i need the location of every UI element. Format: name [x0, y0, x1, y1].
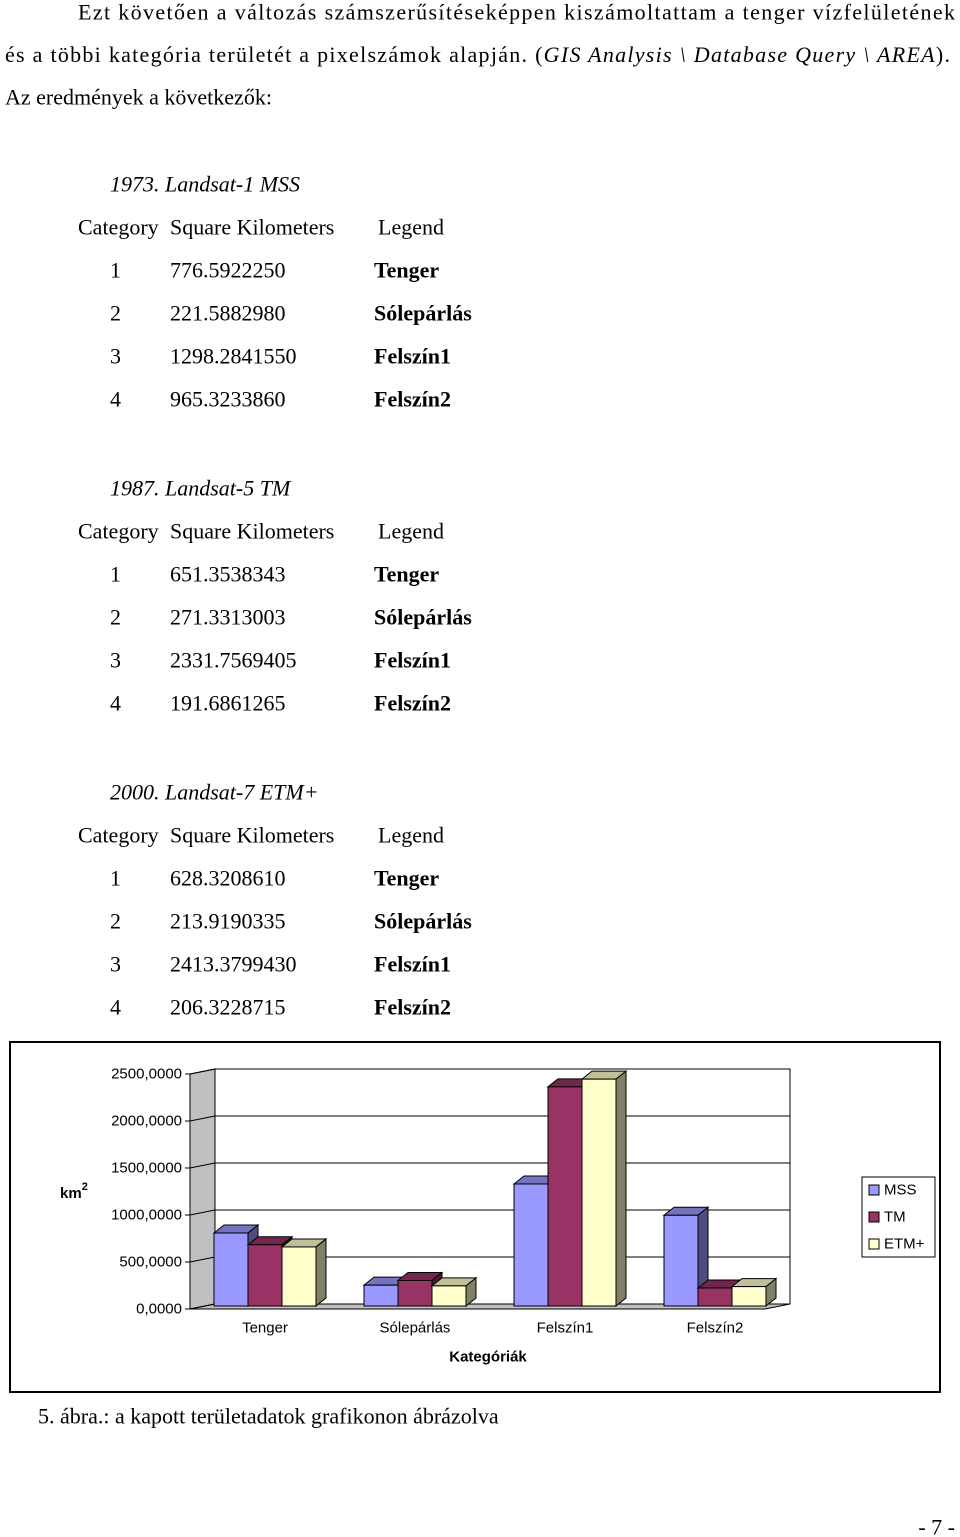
bar [281, 1246, 317, 1307]
bar [363, 1284, 399, 1307]
table-cell: 1 [110, 258, 121, 283]
y-tick-label: 1500,0000 [111, 1160, 182, 1177]
table-cell: 2 [110, 605, 121, 630]
table-cell: Felszín1 [374, 952, 451, 977]
table-cell: 2331.7569405 [170, 648, 297, 673]
caption: 5. ábra.: a kapott területadatok grafiko… [38, 1404, 499, 1429]
x-tick-label: Tenger [242, 1320, 288, 1337]
table-cell: Tenger [374, 866, 439, 891]
x-tick-label: Felszín2 [687, 1320, 744, 1337]
table-cell: Sólepárlás [374, 909, 472, 934]
table-cell: 2413.3799430 [170, 952, 297, 977]
table-cell: 2 [110, 301, 121, 326]
grid-line [189, 1256, 216, 1263]
chart-frame [9, 1041, 941, 1393]
y-tick-label: 500,0000 [119, 1254, 182, 1271]
table-header: Legend [378, 215, 444, 240]
bar [547, 1086, 583, 1307]
y-tick-label: 2500,0000 [111, 1066, 182, 1083]
legend-swatch [868, 1184, 880, 1196]
legend-swatch [868, 1211, 880, 1223]
table-cell: 3 [110, 952, 121, 977]
grid-line [189, 1303, 216, 1310]
table-cell: Felszín2 [374, 691, 451, 716]
table-title: 2000. Landsat-7 ETM+ [110, 780, 319, 805]
paragraph-line: Az eredmények a következők: [5, 85, 272, 110]
text: GIS Analysis \ Database Query \ AREA [544, 42, 935, 67]
y-axis-label: km2 [60, 1181, 88, 1202]
table-cell: 4 [110, 387, 121, 412]
table-cell: 628.3208610 [170, 866, 286, 891]
table-cell: Sólepárlás [374, 605, 472, 630]
table-cell: Sólepárlás [374, 301, 472, 326]
bar [247, 1244, 283, 1307]
table-cell: Felszín2 [374, 995, 451, 1020]
legend-entry: TM [884, 1209, 906, 1226]
table-cell: 206.3228715 [170, 995, 286, 1020]
table-title: 1973. Landsat-1 MSS [110, 172, 300, 197]
table-cell: 1298.2841550 [170, 344, 297, 369]
grid-line [189, 1068, 216, 1075]
paragraph-line: és a többi kategória területét a pixelsz… [5, 42, 950, 67]
text: km [60, 1185, 82, 1202]
bar [397, 1279, 433, 1307]
table-cell: 776.5922250 [170, 258, 286, 283]
bar [697, 1287, 733, 1307]
text: ). [936, 42, 950, 67]
table-cell: Felszín1 [374, 648, 451, 673]
table-title: 1987. Landsat-5 TM [110, 476, 292, 501]
legend-swatch [868, 1238, 880, 1250]
x-tick-label: Sólepárlás [380, 1320, 451, 1337]
grid-line [189, 1162, 216, 1169]
table-cell: 4 [110, 691, 121, 716]
table-header: Category [78, 215, 159, 240]
page-number: - 7 - [918, 1515, 955, 1537]
y-tick-label: 2000,0000 [111, 1113, 182, 1130]
text: 2 [82, 1181, 88, 1193]
table-cell: Felszín2 [374, 387, 451, 412]
table-cell: 191.6861265 [170, 691, 286, 716]
table-cell: 271.3313003 [170, 605, 286, 630]
table-cell: 221.5882980 [170, 301, 286, 326]
legend-entry: ETM+ [884, 1236, 925, 1253]
table-header: Category [78, 519, 159, 544]
table-cell: 3 [110, 344, 121, 369]
paragraph-line: Ezt követően a változás számszerűsítések… [78, 0, 955, 25]
y-tick-label: 0,0000 [136, 1301, 182, 1318]
bar [431, 1285, 467, 1307]
table-cell: 1 [110, 562, 121, 587]
bar-side [615, 1070, 627, 1308]
grid-line [189, 1209, 216, 1216]
table-header: Legend [378, 823, 444, 848]
table-cell: 651.3538343 [170, 562, 286, 587]
table-header: Category [78, 823, 159, 848]
side-wall [189, 1068, 216, 1310]
bar-side [315, 1237, 327, 1308]
table-cell: 213.9190335 [170, 909, 286, 934]
table-cell: 2 [110, 909, 121, 934]
table-header: Square Kilometers [170, 823, 334, 848]
table-header: Square Kilometers [170, 215, 334, 240]
table-cell: 4 [110, 995, 121, 1020]
bar [731, 1286, 767, 1307]
table-cell: 1 [110, 866, 121, 891]
table-cell: Tenger [374, 562, 439, 587]
grid-line [189, 1115, 216, 1122]
table-cell: Felszín1 [374, 344, 451, 369]
bar [213, 1232, 249, 1307]
y-tick-label: 1000,0000 [111, 1207, 182, 1224]
bar [581, 1078, 617, 1307]
table-cell: Tenger [374, 258, 439, 283]
table-header: Square Kilometers [170, 519, 334, 544]
table-cell: 3 [110, 648, 121, 673]
x-tick-label: Felszín1 [537, 1320, 594, 1337]
bar [513, 1183, 549, 1307]
table-cell: 965.3233860 [170, 387, 286, 412]
legend-entry: MSS [884, 1182, 917, 1199]
bar [663, 1214, 699, 1307]
table-header: Legend [378, 519, 444, 544]
x-axis-label: Kategóriák [449, 1349, 527, 1366]
text: és a többi kategória területét a pixelsz… [5, 42, 542, 67]
